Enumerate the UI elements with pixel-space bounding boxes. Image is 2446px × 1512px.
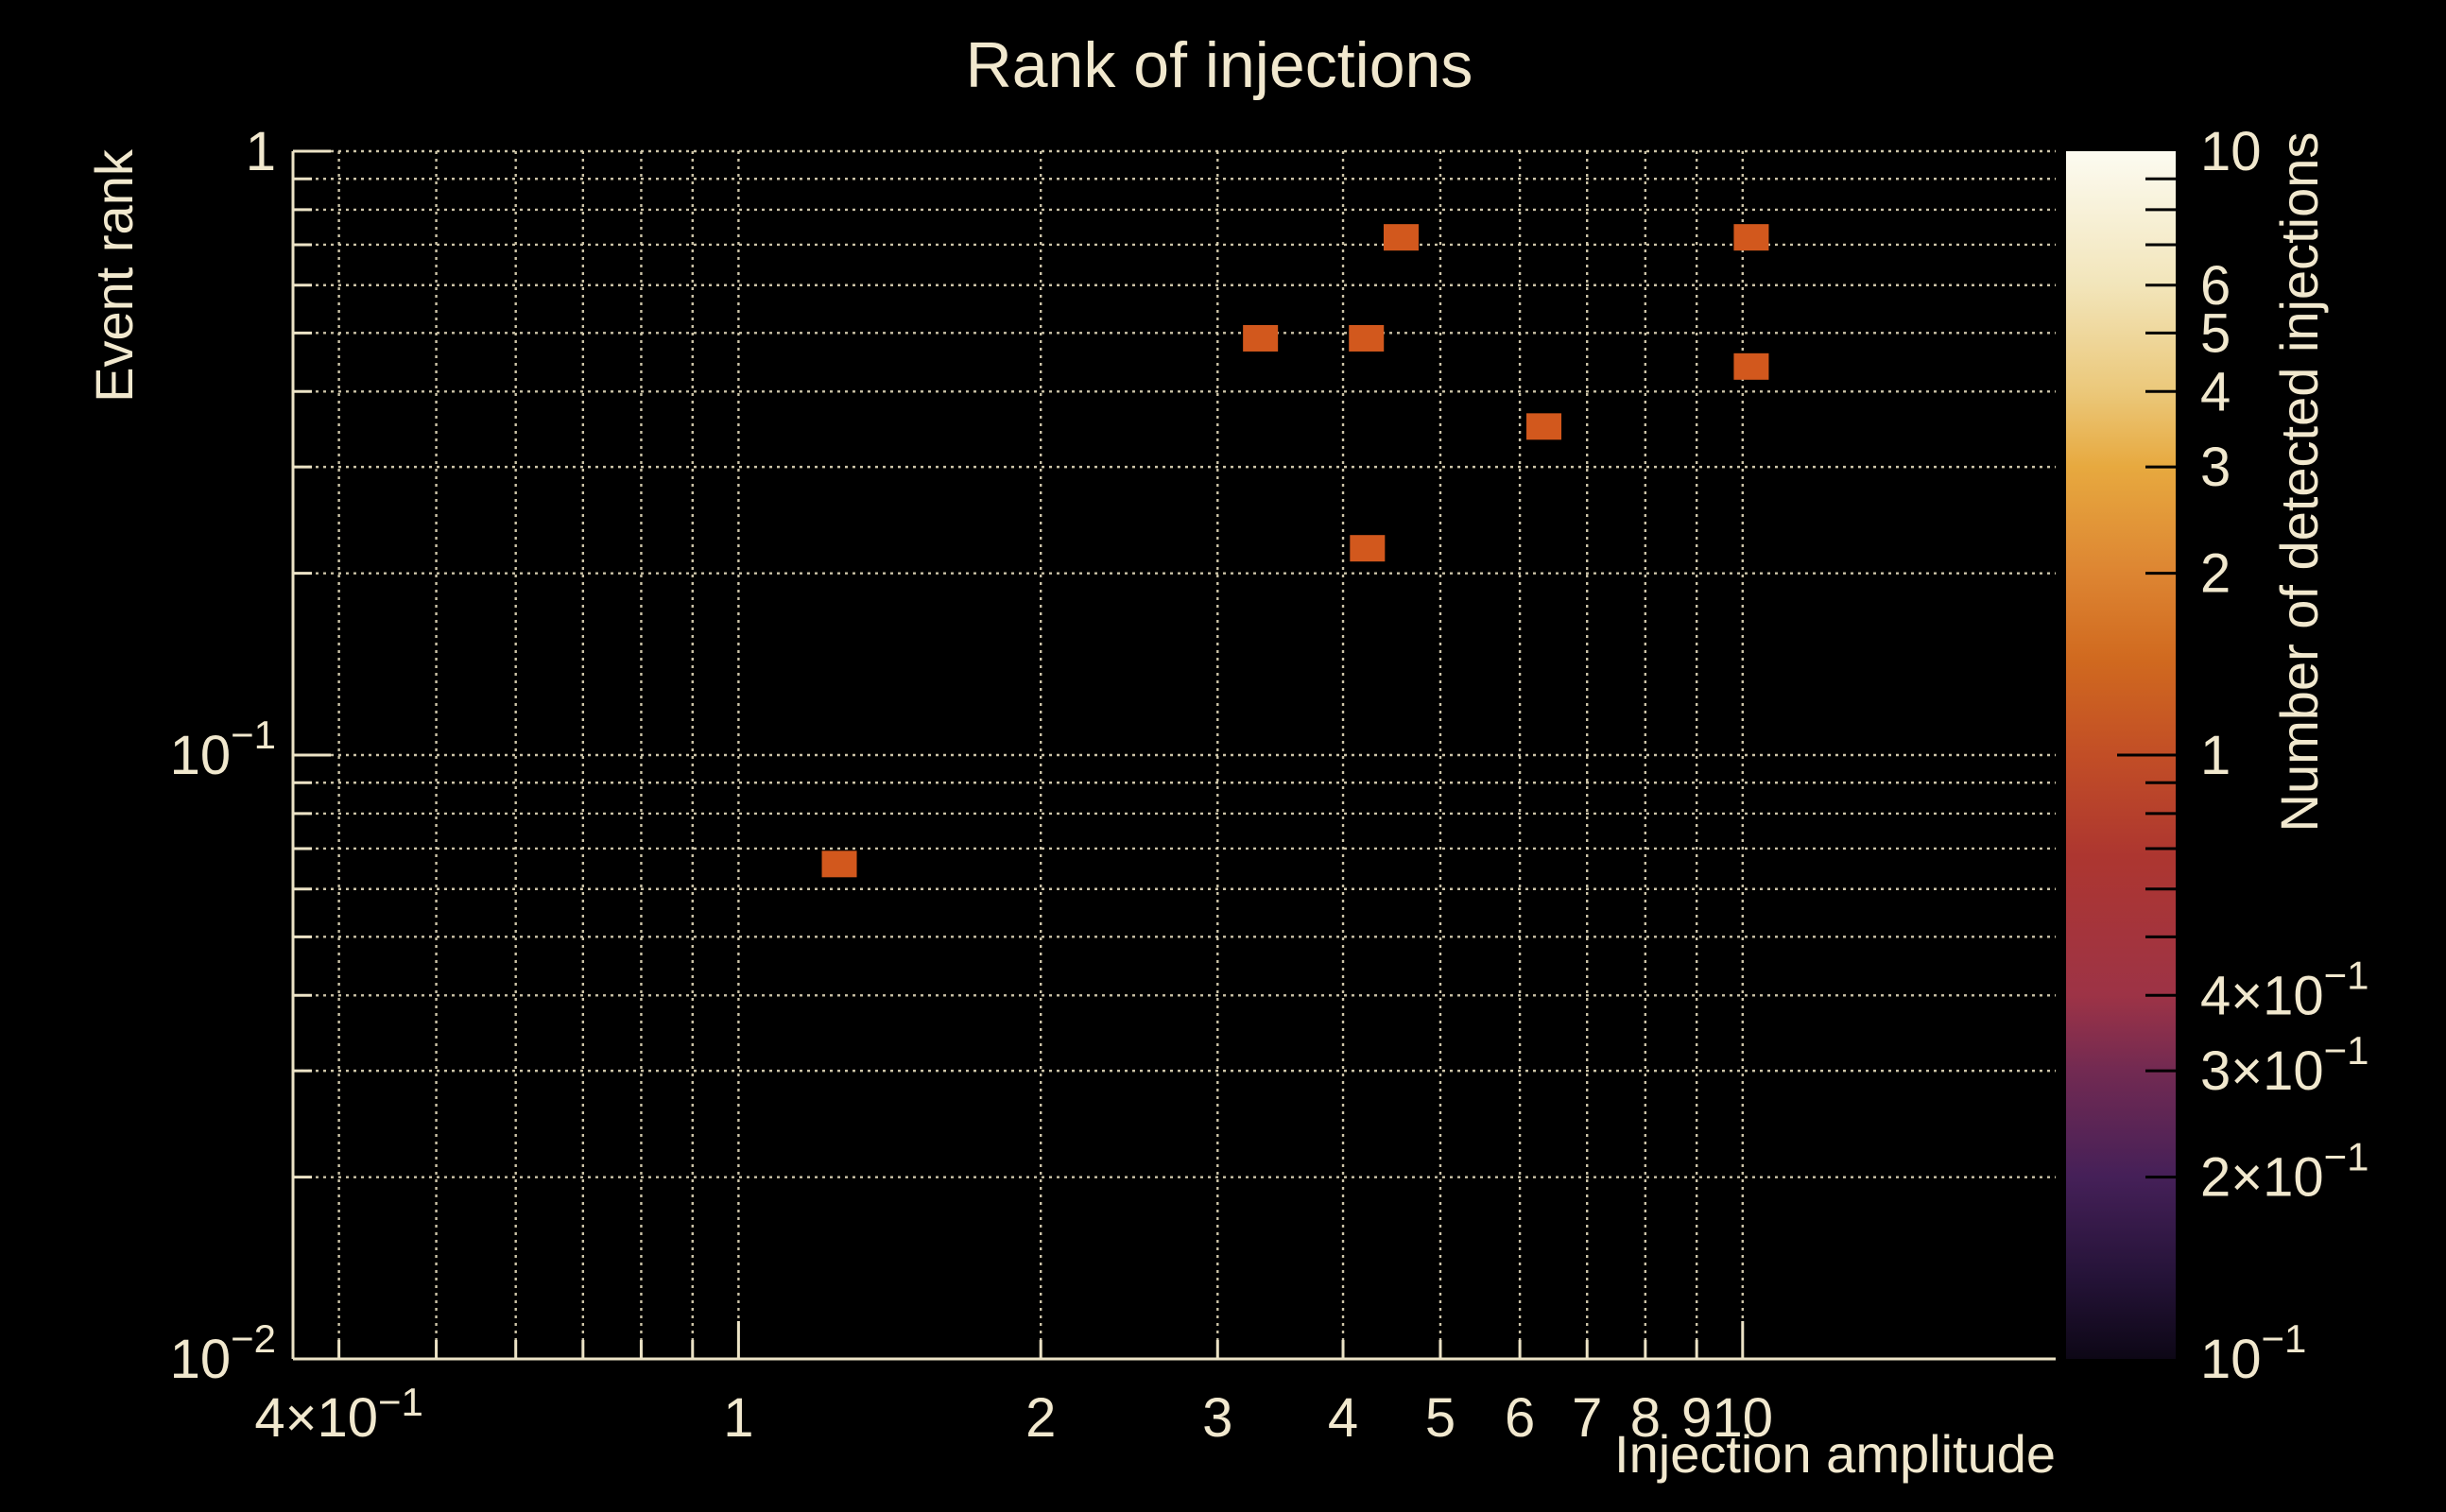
axes — [291, 149, 2056, 1361]
x-tick-label: 2 — [1025, 1387, 1056, 1449]
x-tick-label: 3 — [1202, 1387, 1232, 1449]
y-tick-label: 10−2 — [170, 1316, 276, 1390]
x-tick-label: 4 — [1328, 1387, 1358, 1449]
tick-labels: 4×10−1 1 2 3 4 5 6 7 8 9 10110−110−2106543214×10−1… — [170, 121, 2369, 1450]
x-axis-title: Injection amplitude — [1614, 1424, 2056, 1484]
colorbar-tick-label: 3 — [2200, 437, 2231, 498]
data-bin — [1733, 224, 1769, 251]
y-tick-label: 1 — [246, 121, 276, 182]
x-tick-label: 5 — [1425, 1387, 1456, 1449]
gridlines — [293, 149, 2056, 1361]
x-tick-label: 6 — [1505, 1387, 1535, 1449]
x-tick-label: 7 — [1572, 1387, 1602, 1449]
x-tick-label: 4×10−1 — [254, 1380, 423, 1449]
colorbar-tick-label: 2×10−1 — [2200, 1134, 2369, 1208]
x-tick-label: 9 — [1681, 1387, 1712, 1449]
chart-title: Rank of injections — [966, 29, 1473, 101]
x-tick-label: 8 — [1630, 1387, 1661, 1449]
y-tick-label: 10−1 — [170, 713, 276, 786]
colorbar-tick-label: 1 — [2200, 725, 2231, 786]
data-points — [821, 224, 1769, 878]
colorbar — [2066, 151, 2176, 1359]
x-tick-label: 10 — [1713, 1387, 1774, 1449]
colorbar-tick-label: 5 — [2200, 302, 2231, 364]
colorbar-tick-label: 10 — [2200, 121, 2262, 182]
data-bin — [821, 850, 857, 878]
colorbar-tick-label: 4 — [2200, 361, 2231, 422]
colorbar-tick-label: 4×10−1 — [2200, 953, 2369, 1026]
colorbar-title: Number of detected injections — [2269, 132, 2329, 833]
data-bin — [1350, 535, 1386, 562]
colorbar-tick-label: 2 — [2200, 542, 2231, 604]
colorbar-tick-label: 3×10−1 — [2200, 1028, 2369, 1102]
data-bin — [1526, 413, 1562, 440]
colorbar-tick-label: 10−1 — [2200, 1316, 2306, 1390]
x-tick-label: 1 — [723, 1387, 753, 1449]
y-axis-title: Event rank — [84, 148, 144, 403]
data-bin — [1349, 324, 1385, 352]
data-bin — [1733, 352, 1769, 380]
data-bin — [1383, 224, 1419, 251]
data-bin — [1243, 324, 1279, 352]
colorbar-tick-label: 6 — [2200, 254, 2231, 316]
